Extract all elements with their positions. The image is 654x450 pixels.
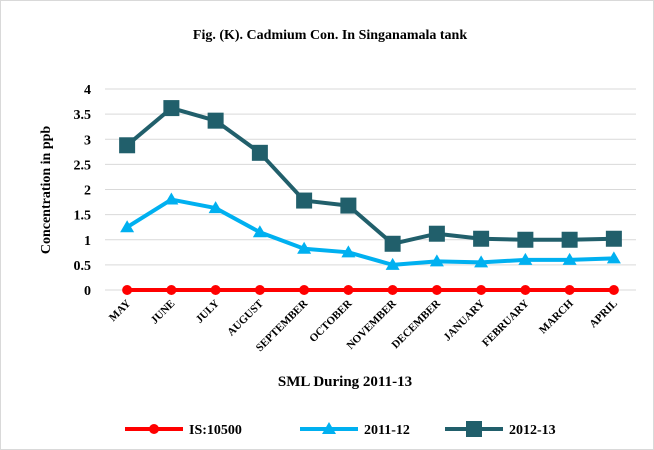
legend-label: 2012-13 (509, 423, 556, 438)
legend-marker (149, 424, 159, 434)
y-tick-label: 0.5 (74, 259, 92, 274)
point (252, 225, 267, 238)
point (429, 254, 444, 267)
point (297, 241, 312, 254)
point (207, 112, 224, 129)
point (341, 245, 356, 258)
legend-marker (466, 421, 482, 437)
point (520, 285, 531, 295)
y-tick-label: 2.5 (74, 158, 92, 173)
point (387, 285, 398, 295)
legend-marker (322, 422, 336, 434)
point (210, 285, 221, 295)
x-axis-label: SML During 2011-13 (278, 374, 412, 390)
point (606, 251, 621, 264)
point (517, 231, 534, 248)
point (343, 285, 354, 295)
series-line (126, 197, 614, 267)
y-tick-label: 3 (84, 133, 91, 148)
point (164, 192, 179, 205)
point (428, 225, 445, 242)
legend-label: IS:10500 (189, 423, 242, 438)
point (384, 235, 401, 252)
y-tick-label: 1 (84, 234, 91, 249)
point (476, 285, 487, 295)
chart-title: Fig. (K). Cadmium Con. In Singanamala ta… (193, 28, 467, 43)
point (474, 255, 489, 268)
y-tick-label: 3.5 (74, 108, 92, 123)
point (385, 257, 400, 270)
point (561, 231, 578, 248)
point (120, 220, 135, 233)
point (340, 197, 357, 214)
point (251, 144, 268, 161)
point (564, 285, 575, 295)
y-tick-label: 4 (84, 83, 91, 98)
point (296, 192, 313, 209)
point (605, 230, 622, 247)
point (166, 285, 177, 295)
point (608, 285, 619, 295)
point (163, 100, 180, 117)
y-tick-label: 2 (84, 184, 91, 199)
y-tick-label: 0 (84, 284, 91, 299)
legend-label: 2011-12 (364, 423, 410, 438)
point (562, 252, 577, 265)
y-axis-label: Concentration in ppb (39, 126, 54, 255)
point (431, 285, 442, 295)
point (254, 285, 265, 295)
point (119, 137, 136, 154)
point (299, 285, 310, 295)
point (518, 252, 533, 265)
point (122, 285, 133, 295)
point (208, 201, 223, 214)
y-tick-label: 1.5 (74, 209, 92, 224)
point (473, 230, 490, 247)
